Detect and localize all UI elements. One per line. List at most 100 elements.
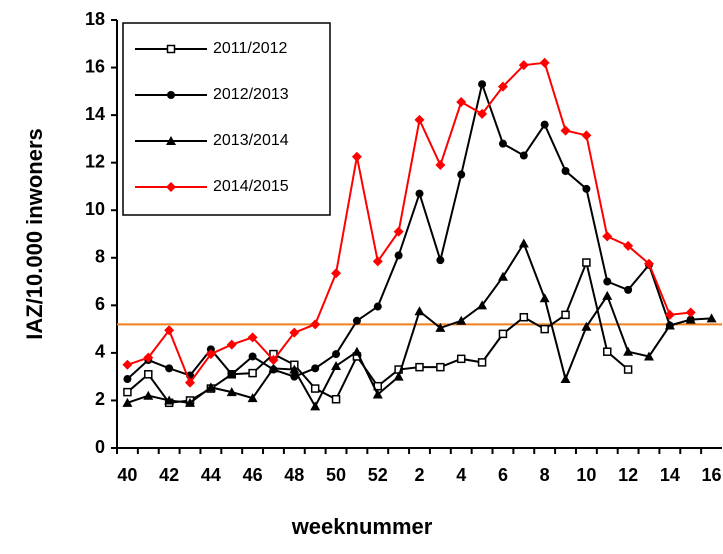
x-tick-label: 14 (660, 465, 680, 485)
marker (310, 384, 320, 393)
marker (414, 306, 425, 316)
marker (477, 108, 488, 119)
marker (205, 349, 216, 360)
marker (164, 395, 175, 405)
marker (143, 390, 154, 400)
x-tick-label: 16 (702, 465, 722, 485)
marker (435, 322, 446, 332)
marker (497, 271, 508, 281)
marker (624, 285, 633, 294)
marker (248, 352, 257, 361)
marker (332, 350, 341, 359)
marker (289, 327, 300, 338)
marker (143, 352, 154, 363)
marker (602, 290, 613, 300)
marker (539, 293, 550, 303)
marker (393, 371, 404, 381)
marker (123, 387, 132, 397)
x-tick-label: 6 (498, 465, 508, 485)
y-tick-label: 12 (85, 151, 105, 171)
x-tick-label: 42 (159, 465, 179, 485)
x-tick-label: 10 (576, 465, 596, 485)
marker (561, 166, 570, 175)
y-tick-label: 8 (95, 247, 105, 267)
y-tick-label: 4 (95, 342, 105, 362)
marker (248, 368, 257, 378)
marker (623, 240, 634, 251)
marker (540, 120, 549, 129)
marker (706, 313, 717, 323)
legend-marker (167, 91, 175, 99)
y-axis-label: IAZ/10.000 inwoners (22, 128, 47, 340)
marker (331, 395, 341, 404)
marker (247, 393, 258, 403)
marker (560, 374, 571, 384)
marker (373, 302, 382, 311)
x-tick-label: 46 (243, 465, 263, 485)
marker (582, 184, 591, 193)
marker (643, 258, 654, 269)
marker (372, 389, 383, 399)
series-line (126, 80, 691, 380)
x-tick-label: 44 (201, 465, 221, 485)
marker (456, 354, 466, 364)
marker (519, 312, 529, 322)
marker (518, 238, 529, 248)
marker (289, 364, 300, 374)
marker (415, 189, 424, 198)
x-tick-label: 12 (618, 465, 638, 485)
marker (582, 258, 591, 267)
marker (164, 325, 175, 336)
legend-marker (166, 136, 176, 145)
x-axis-label: weeknummer (291, 514, 433, 539)
marker (643, 351, 654, 361)
legend-label: 2014/2015 (213, 178, 289, 195)
marker (372, 256, 383, 267)
marker (122, 359, 133, 370)
marker (247, 332, 258, 343)
x-tick-label: 2 (414, 465, 424, 485)
marker (685, 314, 696, 324)
x-tick-label: 8 (540, 465, 550, 485)
marker (165, 364, 174, 373)
marker (539, 57, 550, 68)
marker (456, 315, 467, 325)
marker (185, 377, 196, 388)
marker (457, 170, 466, 179)
marker (685, 307, 696, 318)
marker (540, 324, 549, 334)
marker (519, 151, 528, 160)
marker (352, 316, 361, 325)
marker (603, 277, 612, 286)
marker (122, 397, 133, 407)
marker (185, 397, 196, 407)
x-tick-label: 4 (456, 465, 466, 485)
x-tick-label: 40 (117, 465, 137, 485)
marker (561, 310, 570, 320)
marker (498, 139, 507, 148)
marker (477, 358, 487, 367)
marker (436, 362, 445, 372)
marker (268, 355, 279, 366)
marker (435, 160, 446, 171)
legend-label: 2013/2014 (213, 132, 289, 149)
marker (456, 97, 467, 108)
y-tick-label: 16 (85, 56, 105, 76)
marker (351, 151, 362, 162)
marker (560, 125, 571, 136)
legend-label: 2012/2013 (213, 86, 289, 103)
marker (393, 226, 404, 237)
marker (227, 370, 236, 379)
y-tick-label: 14 (85, 104, 105, 124)
marker (581, 321, 592, 331)
marker (310, 319, 321, 330)
marker (226, 387, 237, 397)
series-line (127, 61, 691, 385)
y-tick-label: 18 (85, 9, 105, 29)
marker (664, 309, 675, 320)
legend-marker (166, 44, 176, 54)
marker (311, 364, 320, 373)
legend-box (122, 22, 331, 216)
marker (664, 320, 675, 330)
